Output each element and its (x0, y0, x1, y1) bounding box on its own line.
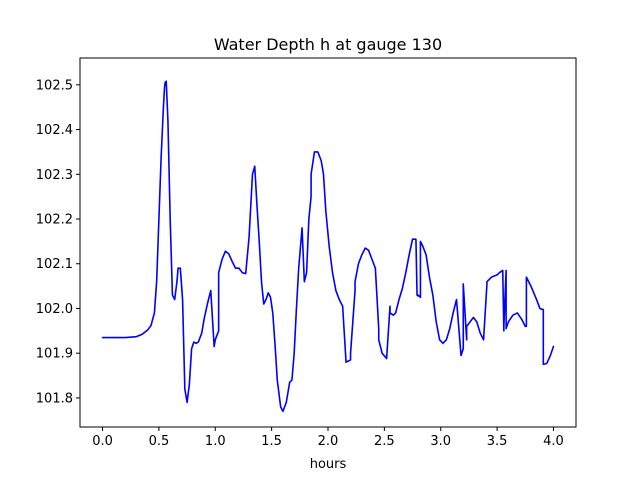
x-axis-label: hours (310, 457, 347, 472)
x-tick-label: 1.0 (205, 434, 226, 449)
y-tick-label: 102.1 (36, 257, 73, 272)
plot-area: 0.0 0.5 1.0 1.5 2.0 2.5 3.0 3.5 4.0 101.8 101.9 102… (36, 57, 577, 449)
series-line-0 (101, 80, 555, 413)
x-tick-label: 3.0 (430, 434, 451, 449)
y-tick-label: 102.4 (36, 123, 73, 138)
x-tick-label: 4.0 (543, 434, 564, 449)
y-tick-label: 101.9 (36, 347, 73, 362)
y-tick-label: 102.2 (36, 213, 73, 228)
y-tick-label: 102.5 (36, 78, 73, 93)
x-tick-label: 2.0 (318, 434, 339, 449)
y-tick-label: 101.8 (36, 391, 73, 406)
x-tick-label: 3.5 (487, 434, 508, 449)
y-tick-label: 102.0 (36, 302, 73, 317)
y-tick-label: 102.3 (36, 168, 73, 183)
x-tick-label: 0.0 (92, 434, 113, 449)
x-tick-label: 0.5 (149, 434, 170, 449)
x-tick-label: 2.5 (374, 434, 395, 449)
x-tick-label: 1.5 (261, 434, 282, 449)
chart-title: Water Depth h at gauge 130 (214, 35, 442, 54)
